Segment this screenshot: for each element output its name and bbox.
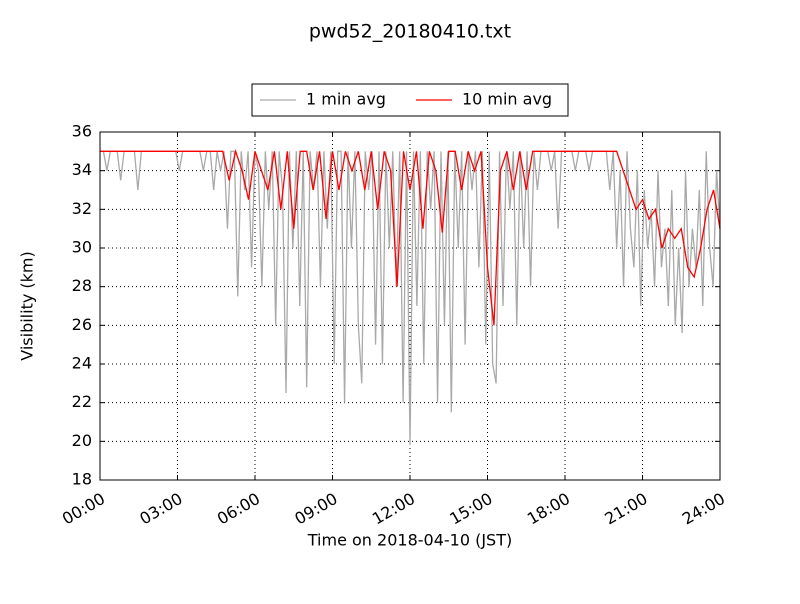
legend-label: 10 min avg [462,90,552,109]
x-tick-label: 21:00 [601,489,650,529]
y-tick-label: 20 [72,431,92,450]
data-line [100,150,721,446]
y-tick-label: 30 [72,238,92,257]
x-tick-label: 03:00 [136,489,185,529]
data-line [100,148,721,326]
y-tick-label: 34 [72,160,92,179]
chart-title: pwd52_20180410.txt [309,21,511,43]
x-tick-label: 24:00 [679,489,728,529]
y-tick-label: 22 [72,392,92,411]
x-tick-label: 15:00 [446,489,495,529]
y-tick-label: 24 [72,354,92,373]
legend-box [251,83,569,117]
y-tick-label: 18 [72,470,92,489]
y-tick-label: 36 [72,122,92,141]
y-axis-label: Visibility (km) [18,251,37,360]
x-tick-label: 06:00 [214,489,263,529]
x-tick-label: 12:00 [369,489,418,529]
y-tick-label: 26 [72,315,92,334]
plot-frame [99,131,721,481]
x-tick-label: 18:00 [524,489,573,529]
y-tick-label: 28 [72,276,92,295]
y-tick-label: 32 [72,199,92,218]
x-tick-label: 00:00 [59,489,108,529]
x-axis-label: Time on 2018-04-10 (JST) [307,531,512,550]
legend-label: 1 min avg [306,90,386,109]
x-tick-label: 09:00 [291,489,340,529]
